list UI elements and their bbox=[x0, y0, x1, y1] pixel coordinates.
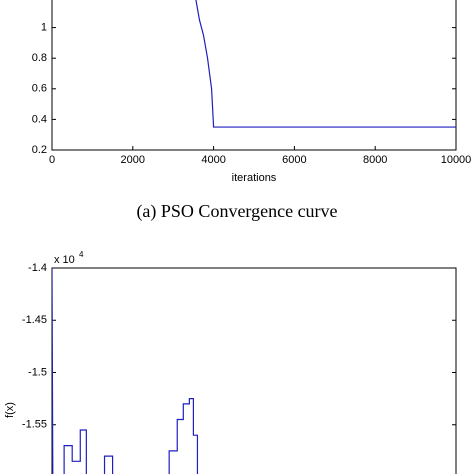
line bbox=[195, 0, 456, 128]
y-tick-label: 0.8 bbox=[32, 52, 47, 64]
y-tick-label: -1.5 bbox=[28, 366, 47, 378]
axes-box bbox=[51, 0, 457, 151]
x-tick-label: 6000 bbox=[282, 154, 306, 166]
plot-area bbox=[52, 268, 199, 474]
y-tick-label: 0.6 bbox=[32, 83, 47, 95]
y-tick-label: -1.45 bbox=[22, 314, 47, 326]
plot-area bbox=[195, 0, 456, 128]
line bbox=[52, 268, 199, 474]
y-tick-label: 0.4 bbox=[32, 113, 47, 125]
y-tick-label: 0.2 bbox=[32, 144, 47, 156]
y-tick-label: -1.4 bbox=[28, 262, 47, 274]
y-scale-exponent: 4 bbox=[79, 250, 84, 259]
x-tick-label: 10000 bbox=[441, 154, 472, 166]
y-axis-label: f(x) bbox=[4, 402, 16, 418]
y-tick-label: -1.55 bbox=[22, 419, 47, 431]
x-tick-label: 4000 bbox=[201, 154, 225, 166]
x-tick-label: 0 bbox=[49, 154, 55, 166]
y-tick-label: 1 bbox=[41, 22, 47, 34]
x-tick-label: 8000 bbox=[363, 154, 387, 166]
x-tick-label: 2000 bbox=[121, 154, 145, 166]
caption: (a) PSO Convergence curve bbox=[136, 201, 337, 222]
axes-box bbox=[51, 267, 457, 474]
y-scale-label: x 10 bbox=[54, 254, 75, 266]
x-axis-label: iterations bbox=[232, 172, 277, 184]
